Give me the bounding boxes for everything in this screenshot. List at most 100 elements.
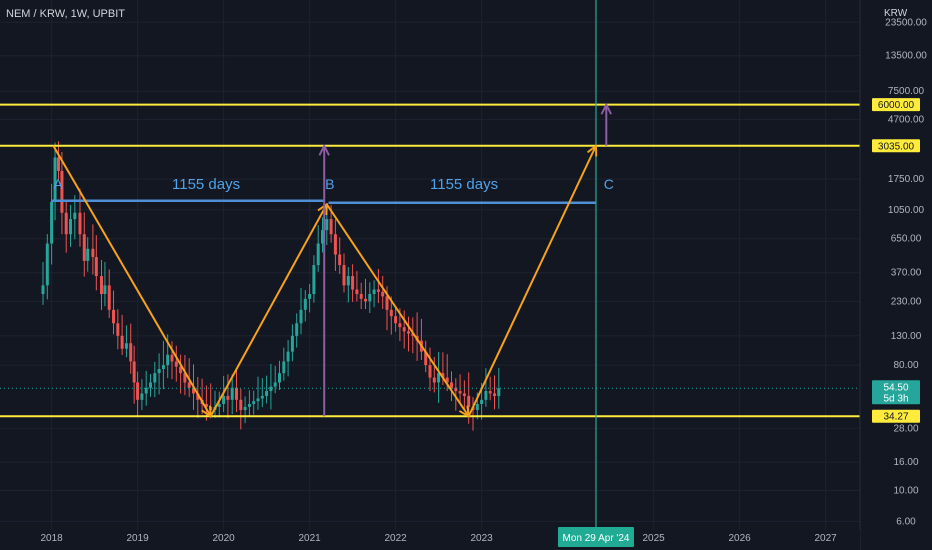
- candle-body: [282, 361, 286, 374]
- time-axis: [0, 530, 860, 550]
- last-price-badge: 54.50: [883, 382, 908, 393]
- y-tick-label: 370.00: [891, 268, 922, 279]
- last-price-countdown: 5d 3h: [883, 393, 908, 404]
- candle-body: [299, 309, 303, 324]
- candle-body: [153, 373, 157, 383]
- y-tick-label: 23500.00: [885, 17, 927, 28]
- candle-body: [243, 406, 247, 411]
- candle-body: [69, 219, 73, 235]
- candle-body: [144, 387, 148, 394]
- candle-body: [359, 293, 363, 299]
- candle-body: [239, 399, 243, 411]
- candle-body: [192, 387, 195, 394]
- candle-body: [295, 323, 299, 336]
- candle-body: [107, 285, 111, 310]
- candle-body: [99, 276, 103, 294]
- candle-body: [364, 298, 367, 302]
- projection-arrow: [467, 146, 596, 417]
- candle-body: [372, 289, 376, 294]
- candle-body: [411, 333, 415, 336]
- x-tick-label: 2027: [814, 533, 837, 544]
- candle-body: [235, 387, 238, 400]
- candle-body: [402, 327, 406, 332]
- candle-body: [103, 285, 107, 294]
- y-tick-label: 7500.00: [888, 86, 925, 97]
- candle-body: [338, 254, 342, 266]
- point-label-A: A: [53, 176, 63, 192]
- level-badge: 6000.00: [878, 100, 915, 111]
- candle-body: [303, 298, 307, 310]
- y-tick-label: 1050.00: [888, 205, 925, 216]
- point-label-C: C: [604, 176, 614, 192]
- candle-body: [91, 248, 95, 258]
- candle-body: [50, 201, 54, 244]
- candle-body: [407, 331, 410, 334]
- level-badge: 3035.00: [878, 141, 915, 152]
- y-tick-label: 650.00: [891, 234, 922, 245]
- x-tick-label: 2025: [642, 533, 665, 544]
- interval-label: 1155 days: [172, 176, 240, 193]
- candle-body: [454, 387, 458, 392]
- candle-body: [381, 291, 385, 297]
- candle-body: [222, 395, 226, 404]
- date-marker-badge: Mon 29 Apr '24: [563, 533, 630, 544]
- candle-body: [368, 293, 372, 302]
- candle-body: [166, 354, 170, 366]
- x-tick-label: 2018: [40, 533, 63, 544]
- candle-body: [385, 296, 389, 310]
- y-tick-label: 16.00: [893, 457, 918, 468]
- last-price-badge-bg: [872, 380, 920, 405]
- candle-body: [204, 403, 208, 407]
- candle-body: [60, 170, 64, 213]
- candle-body: [462, 393, 466, 396]
- y-tick-label: 1750.00: [888, 174, 925, 185]
- projection-arrow: [52, 145, 210, 416]
- candle-body: [120, 335, 124, 349]
- candle-body: [187, 382, 191, 388]
- candle-body: [445, 377, 449, 383]
- candle-body: [428, 365, 432, 378]
- candle-body: [116, 323, 120, 336]
- candle-body: [53, 157, 57, 202]
- candle-body: [112, 309, 116, 324]
- level-badge: 34.27: [883, 412, 908, 423]
- price-axis: [860, 0, 932, 550]
- candle-body: [252, 401, 256, 404]
- candle-body: [73, 212, 77, 220]
- level-badge-bg: [872, 139, 920, 153]
- candle-body: [346, 276, 350, 286]
- interval-label: 1155 days: [430, 176, 498, 193]
- candle-body: [273, 382, 277, 387]
- y-tick-label: 80.00: [893, 360, 918, 371]
- candle-body: [129, 343, 133, 362]
- point-label-B: B: [325, 176, 334, 192]
- symbol-title: NEM / KRW, 1W, UPBIT: [6, 8, 125, 20]
- x-tick-label: 2022: [384, 533, 407, 544]
- candle-body: [286, 351, 290, 362]
- candle-body: [488, 391, 492, 394]
- candle-body: [475, 403, 479, 411]
- candle-body: [196, 393, 200, 400]
- candle-body: [398, 323, 402, 328]
- candle-body: [183, 373, 187, 383]
- candle-body: [437, 373, 441, 383]
- candle-body: [432, 377, 436, 383]
- level-badge-bg: [872, 409, 920, 423]
- candle-body: [179, 366, 183, 374]
- candle-body: [308, 293, 312, 299]
- candle-body: [260, 395, 264, 399]
- candle-body: [247, 403, 251, 407]
- candle-body: [278, 373, 281, 383]
- candle-body: [64, 212, 68, 235]
- candle-body: [157, 368, 161, 374]
- candle-body: [161, 365, 165, 369]
- candle-body: [209, 406, 213, 411]
- candle-body: [394, 316, 398, 324]
- candle-body: [497, 388, 501, 396]
- candle-body: [290, 335, 294, 352]
- x-tick-label: 2019: [126, 533, 149, 544]
- projection-arrow: [325, 203, 469, 416]
- candle-body: [94, 257, 98, 277]
- candle-body: [424, 351, 428, 366]
